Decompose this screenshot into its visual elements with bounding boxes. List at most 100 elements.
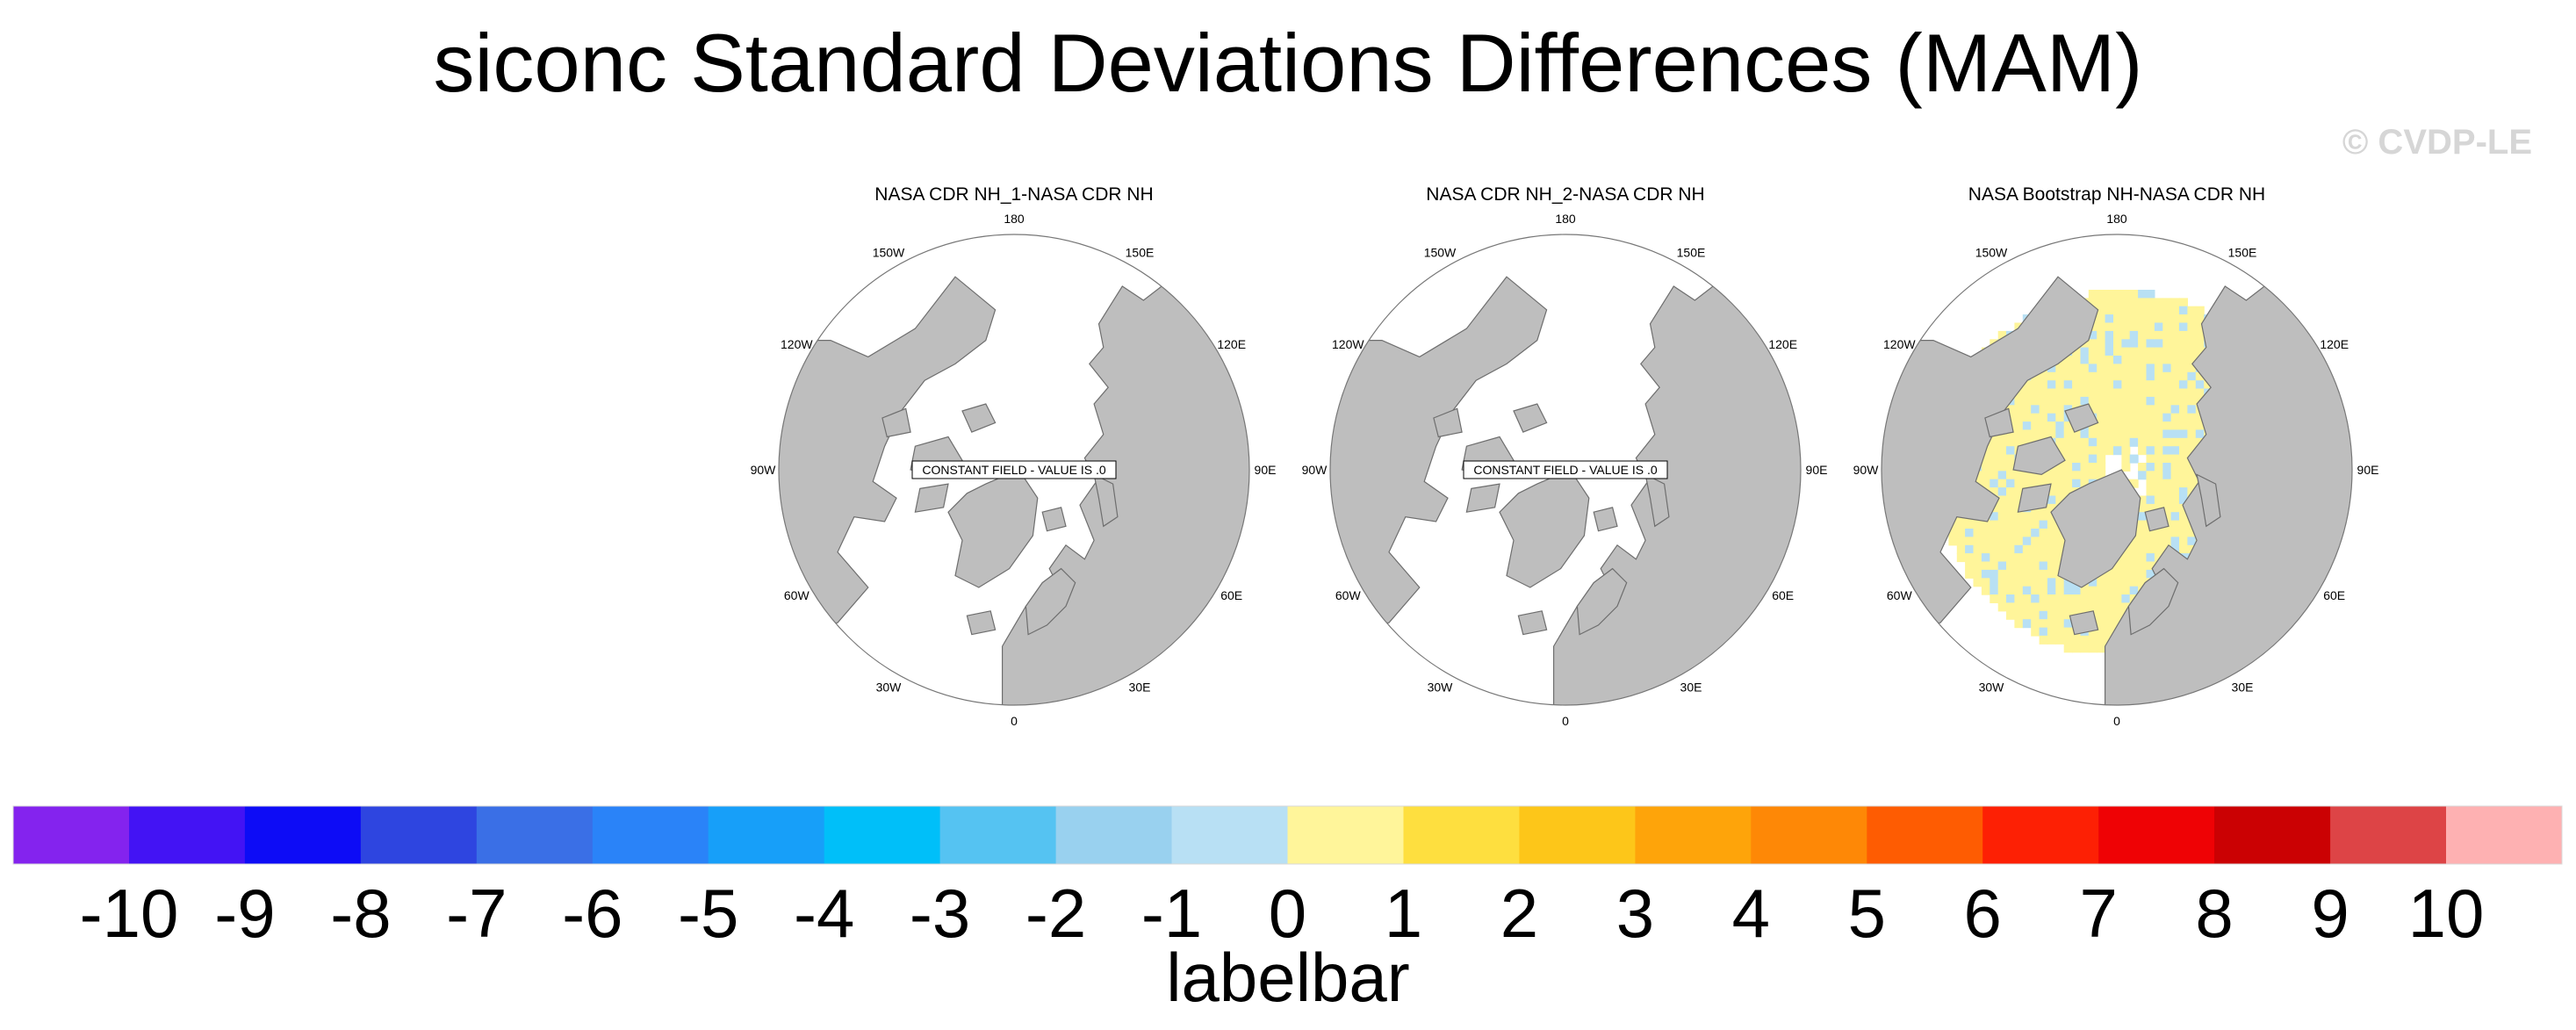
colorbar-tick-label: 8 bbox=[2195, 875, 2233, 952]
data-cell bbox=[2170, 356, 2180, 364]
land-mass bbox=[2196, 473, 2221, 528]
data-cell bbox=[2162, 437, 2172, 447]
longitude-label: 90W bbox=[751, 463, 777, 477]
data-cell bbox=[2088, 364, 2097, 373]
data-cell bbox=[2014, 479, 2024, 488]
data-cell bbox=[2105, 380, 2114, 390]
data-cell bbox=[2129, 561, 2139, 571]
longitude-label: 120E bbox=[2320, 337, 2349, 351]
data-cell bbox=[2080, 380, 2090, 390]
data-cell bbox=[1990, 437, 1999, 447]
data-cell bbox=[2063, 454, 2073, 464]
data-cell bbox=[2129, 479, 2139, 488]
data-cell bbox=[2039, 627, 2048, 637]
data-cell bbox=[2047, 529, 2056, 537]
data-cell bbox=[2170, 371, 2180, 381]
data-cell bbox=[2080, 437, 2090, 447]
longitude-label: 0 bbox=[2113, 714, 2120, 728]
data-cell bbox=[2072, 371, 2082, 381]
data-cell bbox=[2105, 364, 2114, 373]
data-cell bbox=[2170, 454, 2180, 464]
data-cell bbox=[2055, 388, 2065, 398]
data-cell bbox=[1981, 586, 1990, 595]
data-cell bbox=[2105, 627, 2114, 637]
data-cell bbox=[2187, 537, 2197, 546]
data-cell bbox=[2055, 371, 2065, 381]
data-cell bbox=[1981, 537, 1990, 546]
data-cell bbox=[2170, 339, 2180, 349]
land-mass bbox=[947, 469, 1039, 588]
data-cell bbox=[1997, 463, 2007, 472]
data-cell bbox=[2063, 594, 2073, 603]
data-cell bbox=[1990, 463, 1999, 472]
data-cell bbox=[2113, 446, 2122, 456]
data-cell bbox=[2105, 446, 2114, 456]
data-cell bbox=[2039, 512, 2048, 522]
data-cell bbox=[2162, 388, 2172, 398]
data-cell bbox=[2097, 347, 2106, 357]
longitude-label: 120E bbox=[1768, 337, 1797, 351]
data-cell bbox=[2022, 610, 2032, 620]
data-cell bbox=[2055, 463, 2065, 472]
data-cell bbox=[2063, 388, 2073, 398]
data-cell bbox=[2006, 405, 2015, 414]
colorbar-box bbox=[939, 806, 1057, 864]
data-cell bbox=[2006, 602, 2015, 612]
data-cell bbox=[2129, 429, 2139, 439]
data-cell bbox=[2006, 471, 2015, 480]
data-cell bbox=[2170, 314, 2180, 324]
land-mass bbox=[1576, 567, 1628, 636]
data-cell bbox=[2022, 396, 2032, 406]
data-cell bbox=[2129, 347, 2139, 357]
data-cell bbox=[2022, 437, 2032, 447]
data-cell bbox=[2097, 602, 2106, 612]
data-cell bbox=[1990, 520, 1999, 529]
data-cell bbox=[2031, 619, 2040, 629]
data-cell bbox=[2121, 594, 2131, 603]
data-cell bbox=[2014, 512, 2024, 522]
land-mass bbox=[2017, 483, 2052, 513]
data-cell bbox=[2105, 306, 2114, 315]
data-cell bbox=[2195, 306, 2205, 315]
data-cell bbox=[2179, 339, 2188, 349]
data-cell bbox=[1973, 569, 1982, 579]
data-cell bbox=[2006, 429, 2015, 439]
data-cell bbox=[2072, 602, 2082, 612]
data-cell bbox=[2031, 544, 2040, 554]
constant-field-label: CONSTANT FIELD - VALUE IS .0 bbox=[922, 463, 1105, 477]
data-cell bbox=[2063, 364, 2073, 373]
data-cell bbox=[2129, 544, 2139, 554]
data-cell bbox=[2154, 429, 2163, 439]
data-cell bbox=[2014, 578, 2024, 587]
data-cell bbox=[2146, 463, 2155, 472]
data-cell bbox=[2146, 421, 2155, 431]
colorbar-box bbox=[129, 806, 246, 864]
data-cell bbox=[2014, 561, 2024, 571]
data-cell bbox=[2097, 610, 2106, 620]
data-cell bbox=[2154, 487, 2163, 497]
data-cell bbox=[2146, 429, 2155, 439]
data-cell bbox=[1973, 529, 1982, 537]
data-cell bbox=[2179, 330, 2188, 340]
data-cell bbox=[2187, 429, 2197, 439]
data-cell bbox=[2014, 520, 2024, 529]
data-cell bbox=[2047, 586, 2056, 595]
data-cell bbox=[2105, 578, 2114, 587]
data-cell bbox=[2063, 586, 2073, 595]
data-cell bbox=[2146, 503, 2155, 513]
data-cell bbox=[2121, 371, 2131, 381]
data-cell bbox=[2170, 471, 2180, 480]
longitude-label: 90E bbox=[2357, 463, 2379, 477]
data-cell bbox=[2047, 602, 2056, 612]
data-cell bbox=[2129, 388, 2139, 398]
data-cell bbox=[2047, 512, 2056, 522]
data-cell bbox=[1965, 561, 1975, 571]
data-cell bbox=[2063, 371, 2073, 381]
data-cell bbox=[2154, 454, 2163, 464]
data-cell bbox=[2162, 487, 2172, 497]
land-mass bbox=[1465, 483, 1500, 513]
data-cell bbox=[2039, 586, 2048, 595]
data-cell bbox=[2105, 347, 2114, 357]
data-cell bbox=[2022, 512, 2032, 522]
